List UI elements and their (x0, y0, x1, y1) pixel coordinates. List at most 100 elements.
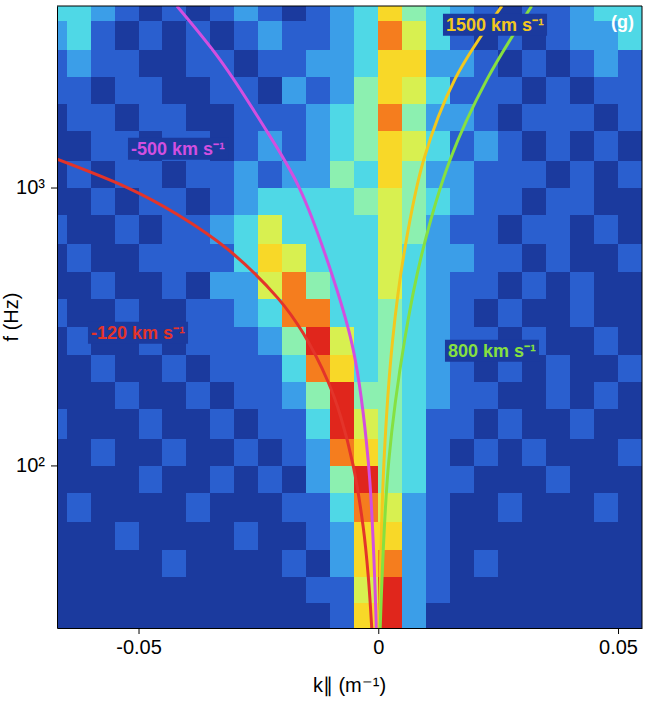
heatmap-cell (570, 131, 594, 161)
heatmap-cell (139, 438, 163, 465)
heatmap-cell (306, 409, 330, 439)
heatmap-cell (522, 104, 546, 131)
heatmap-cell (234, 214, 258, 243)
heatmap-cell (258, 6, 282, 21)
heatmap-cell (91, 104, 115, 131)
heatmap-cell (306, 49, 330, 77)
x-tick-label: 0 (373, 636, 384, 658)
heatmap-cell (258, 104, 282, 131)
heatmap-cell (618, 549, 642, 576)
heatmap-cell (522, 409, 546, 439)
heatmap-cell (522, 243, 546, 271)
heatmap-cell (378, 20, 402, 49)
heatmap-cell (91, 20, 115, 49)
heatmap-cell (354, 104, 378, 131)
heatmap-cell (330, 20, 354, 49)
heatmap-cell (282, 188, 306, 215)
heatmap-cell (115, 243, 139, 271)
heatmap-cell (57, 576, 67, 603)
heatmap-cell (234, 161, 258, 188)
heatmap-cell (258, 521, 282, 549)
heatmap-cell (618, 214, 642, 243)
heatmap-cell (474, 131, 498, 161)
heatmap-cell (162, 549, 186, 576)
heatmap-cell (91, 603, 115, 628)
heatmap-cell (139, 77, 163, 104)
heatmap-cell (57, 77, 67, 104)
heatmap-cell (234, 104, 258, 131)
heatmap-cell (498, 104, 522, 131)
heatmap-cell (115, 214, 139, 243)
heatmap-cell (186, 243, 210, 271)
heatmap-cell (354, 298, 378, 327)
curves (57, 6, 532, 628)
heatmap-cell (234, 549, 258, 576)
heatmap-cell (402, 576, 426, 603)
heatmap-cell (498, 576, 522, 603)
heatmap-cell (162, 492, 186, 521)
frame-top (57, 6, 642, 7)
heatmap-cell (450, 131, 474, 161)
heatmap-cell (570, 77, 594, 104)
heatmap-cell (354, 131, 378, 161)
heatmap-cell (474, 603, 498, 628)
heatmap-cell (426, 549, 450, 576)
heatmap-cell (450, 243, 474, 271)
heatmap-cell (115, 438, 139, 465)
heatmap-cell (498, 382, 522, 409)
heatmap-cell (282, 104, 306, 131)
heatmap-cell (354, 382, 378, 409)
heatmap-cell (258, 20, 282, 49)
y-tick-mark (51, 465, 57, 466)
heatmap-cell (570, 327, 594, 355)
heatmap-cell (258, 214, 282, 243)
heatmap-cell (306, 6, 330, 21)
heatmap-cell (115, 409, 139, 439)
heatmap-cell (210, 521, 234, 549)
heatmap-cell (474, 382, 498, 409)
heatmap-cell (546, 6, 570, 21)
heatmap-cell (67, 77, 91, 104)
heatmap-cell (282, 465, 306, 492)
heatmap-cell (618, 188, 642, 215)
heatmap-cell (306, 603, 330, 628)
heatmap-cell (618, 131, 642, 161)
panel-label: (g) (611, 12, 634, 32)
heatmap-cell (210, 271, 234, 298)
x-tick-label: -0.05 (116, 636, 162, 658)
heatmap-cell (57, 214, 67, 243)
curve-label-text: 1500 km s⁻¹ (446, 15, 544, 35)
heatmap-cell (258, 576, 282, 603)
curve-label: -500 km s⁻¹ (128, 138, 228, 160)
heatmap-cell (115, 576, 139, 603)
heatmap-cell (426, 465, 450, 492)
heatmap-cell (91, 49, 115, 77)
heatmap-cell (402, 355, 426, 382)
heatmap-cell (546, 492, 570, 521)
heatmap-cell (330, 49, 354, 77)
heatmap-cell (57, 49, 67, 77)
heatmap-cell (57, 409, 67, 439)
heatmap-cell (546, 214, 570, 243)
heatmap-cell (234, 465, 258, 492)
heatmap-cell (618, 465, 642, 492)
heatmap-cell (162, 465, 186, 492)
heatmap-cell (258, 271, 282, 298)
heatmap-cell (594, 549, 618, 576)
heatmap-cell (378, 243, 402, 271)
heatmap-cell (258, 355, 282, 382)
heatmap-cell (186, 355, 210, 382)
heatmap-cell (162, 104, 186, 131)
heatmap-cell (162, 355, 186, 382)
heatmap-cell (570, 603, 594, 628)
heatmap-cell (91, 271, 115, 298)
heatmap-cell (115, 355, 139, 382)
heatmap-cell (618, 521, 642, 549)
heatmap-cell (258, 327, 282, 355)
heatmap-cell (402, 77, 426, 104)
heatmap-cell (115, 49, 139, 77)
heatmap-cell (67, 49, 91, 77)
heatmap-cell (402, 131, 426, 161)
heatmap-cell (522, 188, 546, 215)
heatmap-cell (282, 576, 306, 603)
